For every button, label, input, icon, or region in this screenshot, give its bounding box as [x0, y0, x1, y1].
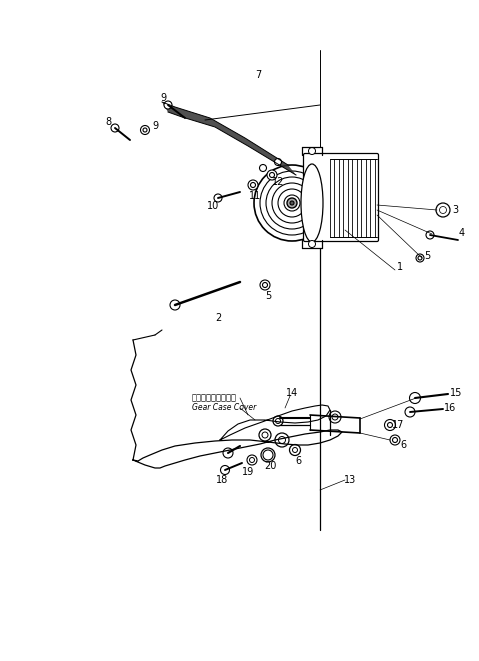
Circle shape	[275, 433, 289, 447]
Circle shape	[329, 411, 341, 423]
Circle shape	[164, 101, 172, 109]
Circle shape	[261, 448, 275, 462]
Circle shape	[260, 165, 266, 171]
Circle shape	[270, 173, 274, 178]
Text: 12: 12	[272, 177, 284, 187]
Text: 19: 19	[242, 467, 254, 477]
Ellipse shape	[301, 164, 323, 242]
Text: 16: 16	[444, 403, 456, 413]
Text: 6: 6	[295, 456, 301, 466]
Circle shape	[259, 429, 271, 441]
Circle shape	[247, 455, 257, 465]
Circle shape	[410, 393, 421, 403]
Circle shape	[308, 241, 316, 247]
Circle shape	[284, 195, 300, 211]
Circle shape	[332, 414, 338, 420]
Circle shape	[308, 147, 316, 155]
Circle shape	[274, 159, 282, 165]
Text: 11: 11	[249, 191, 261, 201]
Circle shape	[248, 180, 258, 190]
Circle shape	[267, 170, 277, 180]
Circle shape	[275, 418, 281, 424]
Text: 1: 1	[397, 262, 403, 272]
Circle shape	[272, 183, 312, 223]
Circle shape	[143, 128, 147, 132]
Circle shape	[273, 416, 283, 426]
Circle shape	[416, 254, 424, 262]
Circle shape	[254, 165, 330, 241]
Circle shape	[223, 448, 233, 458]
Circle shape	[287, 198, 297, 208]
Circle shape	[170, 300, 180, 310]
Circle shape	[140, 126, 149, 134]
Text: 18: 18	[216, 475, 228, 485]
Circle shape	[418, 256, 422, 260]
Circle shape	[392, 438, 398, 442]
Circle shape	[260, 171, 324, 235]
Circle shape	[250, 457, 254, 463]
Circle shape	[278, 189, 306, 217]
FancyBboxPatch shape	[304, 153, 378, 241]
Circle shape	[214, 194, 222, 202]
Circle shape	[262, 282, 267, 288]
Circle shape	[385, 420, 396, 430]
Circle shape	[278, 436, 285, 444]
Text: 4: 4	[459, 228, 465, 238]
Circle shape	[426, 231, 434, 239]
Circle shape	[440, 206, 446, 214]
Text: 2: 2	[215, 313, 221, 323]
Circle shape	[405, 407, 415, 417]
Circle shape	[220, 465, 229, 475]
Circle shape	[266, 177, 318, 229]
Text: 13: 13	[344, 475, 356, 485]
Text: 10: 10	[207, 201, 219, 211]
Circle shape	[260, 280, 270, 290]
Text: 15: 15	[450, 388, 462, 398]
Text: 14: 14	[286, 388, 298, 398]
Circle shape	[436, 203, 450, 217]
Circle shape	[111, 124, 119, 132]
Text: 9: 9	[152, 121, 158, 131]
Circle shape	[263, 450, 273, 460]
Text: 7: 7	[255, 70, 261, 80]
Polygon shape	[162, 102, 296, 175]
Circle shape	[264, 451, 272, 459]
Circle shape	[290, 201, 294, 205]
Circle shape	[289, 444, 300, 455]
Text: 5: 5	[424, 251, 430, 261]
Text: 9: 9	[160, 93, 166, 103]
Text: ギヤーケースカバー: ギヤーケースカバー	[192, 393, 237, 403]
Text: 17: 17	[392, 420, 404, 430]
Circle shape	[390, 435, 400, 445]
Text: 20: 20	[264, 461, 276, 471]
Circle shape	[293, 447, 297, 453]
Circle shape	[262, 432, 268, 438]
Text: 5: 5	[265, 291, 271, 301]
Circle shape	[251, 182, 255, 188]
Text: 6: 6	[400, 440, 406, 450]
Text: Gear Case Cover: Gear Case Cover	[192, 403, 256, 412]
Text: 8: 8	[105, 117, 111, 127]
Text: 3: 3	[452, 205, 458, 215]
Circle shape	[388, 422, 392, 428]
